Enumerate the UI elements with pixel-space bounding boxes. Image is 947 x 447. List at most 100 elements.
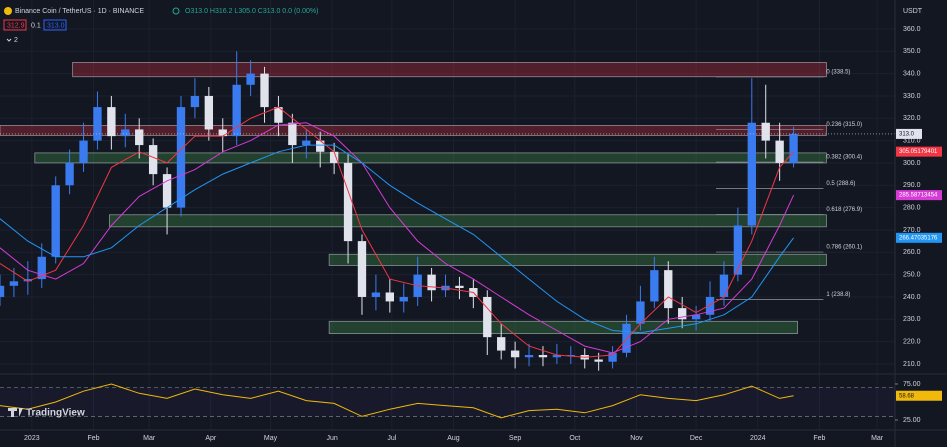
candle-body bbox=[455, 285, 464, 289]
candle-body bbox=[552, 355, 562, 358]
y-tick-label: 320.0 bbox=[903, 115, 921, 122]
y-tick-label: 300.0 bbox=[903, 160, 921, 167]
plot-area: 0 (338.5) 0.236 (315.0) 0.382 (300.4) 0.5 (… bbox=[0, 51, 895, 419]
moving-average bbox=[0, 144, 795, 334]
moving-average bbox=[0, 106, 794, 358]
zone bbox=[72, 62, 827, 78]
x-tick-label: Feb bbox=[813, 435, 825, 442]
y-tick-label: 220.0 bbox=[903, 338, 921, 345]
chart-title[interactable]: Binance Coin / TetherUS · 1D · BINANCE bbox=[15, 8, 144, 15]
candle-body bbox=[622, 323, 631, 353]
candle-body bbox=[302, 140, 311, 146]
candle-body bbox=[664, 270, 673, 309]
moving-average bbox=[0, 122, 795, 354]
x-tick-label: Mar bbox=[143, 435, 156, 442]
candle-body bbox=[93, 107, 102, 141]
buy-price[interactable]: 313.0 bbox=[47, 22, 65, 29]
candle-body bbox=[148, 145, 158, 175]
candle-body bbox=[23, 279, 33, 282]
candle-body bbox=[135, 129, 144, 146]
candle-body bbox=[343, 162, 353, 242]
x-tick-label: Jul bbox=[387, 435, 396, 442]
candle-body bbox=[0, 285, 5, 297]
ohlc-summary: O313.0 H316.2 L305.0 C313.0 0.0 (0.00%) bbox=[185, 8, 318, 15]
last-price-label: 313.0 bbox=[899, 131, 915, 137]
candle-body bbox=[483, 296, 492, 338]
x-tick-label: Aug bbox=[447, 435, 460, 442]
candle-body bbox=[524, 355, 534, 358]
candle-body bbox=[719, 274, 729, 297]
x-tick-label: Mar bbox=[871, 435, 884, 442]
indicator-count[interactable]: 2 bbox=[14, 37, 18, 44]
fib-label: 0.382 (300.4) bbox=[826, 155, 862, 161]
currency[interactable]: USDT bbox=[903, 8, 923, 15]
candle-body bbox=[427, 274, 436, 291]
y-tick-label: 340.0 bbox=[903, 70, 921, 77]
x-tick-label: Jun bbox=[326, 435, 337, 442]
x-tick-label: May bbox=[264, 435, 278, 442]
candle-body bbox=[274, 107, 283, 123]
candle-body bbox=[9, 281, 19, 286]
last-price-tag bbox=[896, 128, 922, 139]
candle-body bbox=[204, 95, 214, 130]
status-dot bbox=[172, 7, 180, 15]
candle-body bbox=[246, 73, 255, 85]
y-tick-label: 350.0 bbox=[903, 48, 921, 55]
collapse-icon[interactable] bbox=[6, 38, 12, 42]
price-tag-label: 58.68 bbox=[899, 393, 915, 399]
spread: 0.1 bbox=[31, 22, 41, 29]
axes: 360.0 350.0 340.0 330.0 320.0 310.0 300.0 290.0… bbox=[24, 26, 942, 442]
sell-chip[interactable] bbox=[3, 19, 27, 31]
candle-body bbox=[399, 296, 408, 302]
price-tag bbox=[896, 390, 942, 401]
zone bbox=[0, 125, 827, 136]
price-tag-label: 305.05179401 bbox=[899, 149, 938, 155]
candle-body bbox=[691, 314, 701, 320]
candle-body bbox=[789, 133, 798, 163]
price-tag bbox=[896, 146, 942, 157]
y-tick-label: 210.0 bbox=[903, 361, 921, 368]
candle-body bbox=[733, 225, 743, 275]
candle-body bbox=[594, 359, 603, 362]
rsi-tick-label: 75.00 bbox=[903, 381, 921, 388]
candle-body bbox=[79, 140, 88, 163]
price-tag-label: 266.47035176 bbox=[899, 235, 938, 241]
x-tick-label: Dec bbox=[690, 435, 703, 442]
candle-body bbox=[107, 107, 116, 137]
candle-body bbox=[176, 107, 186, 208]
candle-body bbox=[678, 308, 687, 320]
x-tick-label: Apr bbox=[205, 435, 217, 442]
fib-label: 0.236 (315.0) bbox=[826, 122, 862, 128]
candle-body bbox=[316, 140, 325, 152]
price-tag bbox=[896, 190, 942, 201]
candle-body bbox=[747, 122, 756, 226]
candle-body bbox=[761, 122, 770, 141]
price-tag-label: 285.58713454 bbox=[899, 193, 938, 199]
candle-body bbox=[608, 352, 617, 362]
x-tick-label: Nov bbox=[630, 435, 643, 442]
candle-body bbox=[636, 301, 645, 324]
candle-body bbox=[65, 162, 74, 186]
fib-label: 0 (338.5) bbox=[826, 70, 850, 76]
candle-body bbox=[51, 185, 60, 257]
brand: TradingView bbox=[26, 408, 85, 419]
x-tick-label: Sep bbox=[509, 435, 522, 442]
y-tick-label: 270.0 bbox=[903, 227, 921, 234]
candle-body bbox=[705, 296, 715, 315]
zone bbox=[328, 253, 827, 266]
candle-body bbox=[162, 174, 172, 208]
candle-body bbox=[121, 129, 130, 137]
x-tick-label: 2023 bbox=[24, 435, 40, 442]
buy-chip[interactable] bbox=[43, 19, 67, 31]
candle-body bbox=[232, 84, 241, 137]
candle-body bbox=[357, 241, 367, 297]
zone bbox=[328, 320, 798, 334]
candle-body bbox=[538, 355, 548, 358]
sell-price[interactable]: 312.9 bbox=[7, 22, 25, 29]
candle-body bbox=[288, 122, 297, 146]
zone bbox=[34, 152, 827, 164]
rsi-tick-label: 25.00 bbox=[903, 417, 921, 424]
candle-body bbox=[510, 350, 520, 358]
